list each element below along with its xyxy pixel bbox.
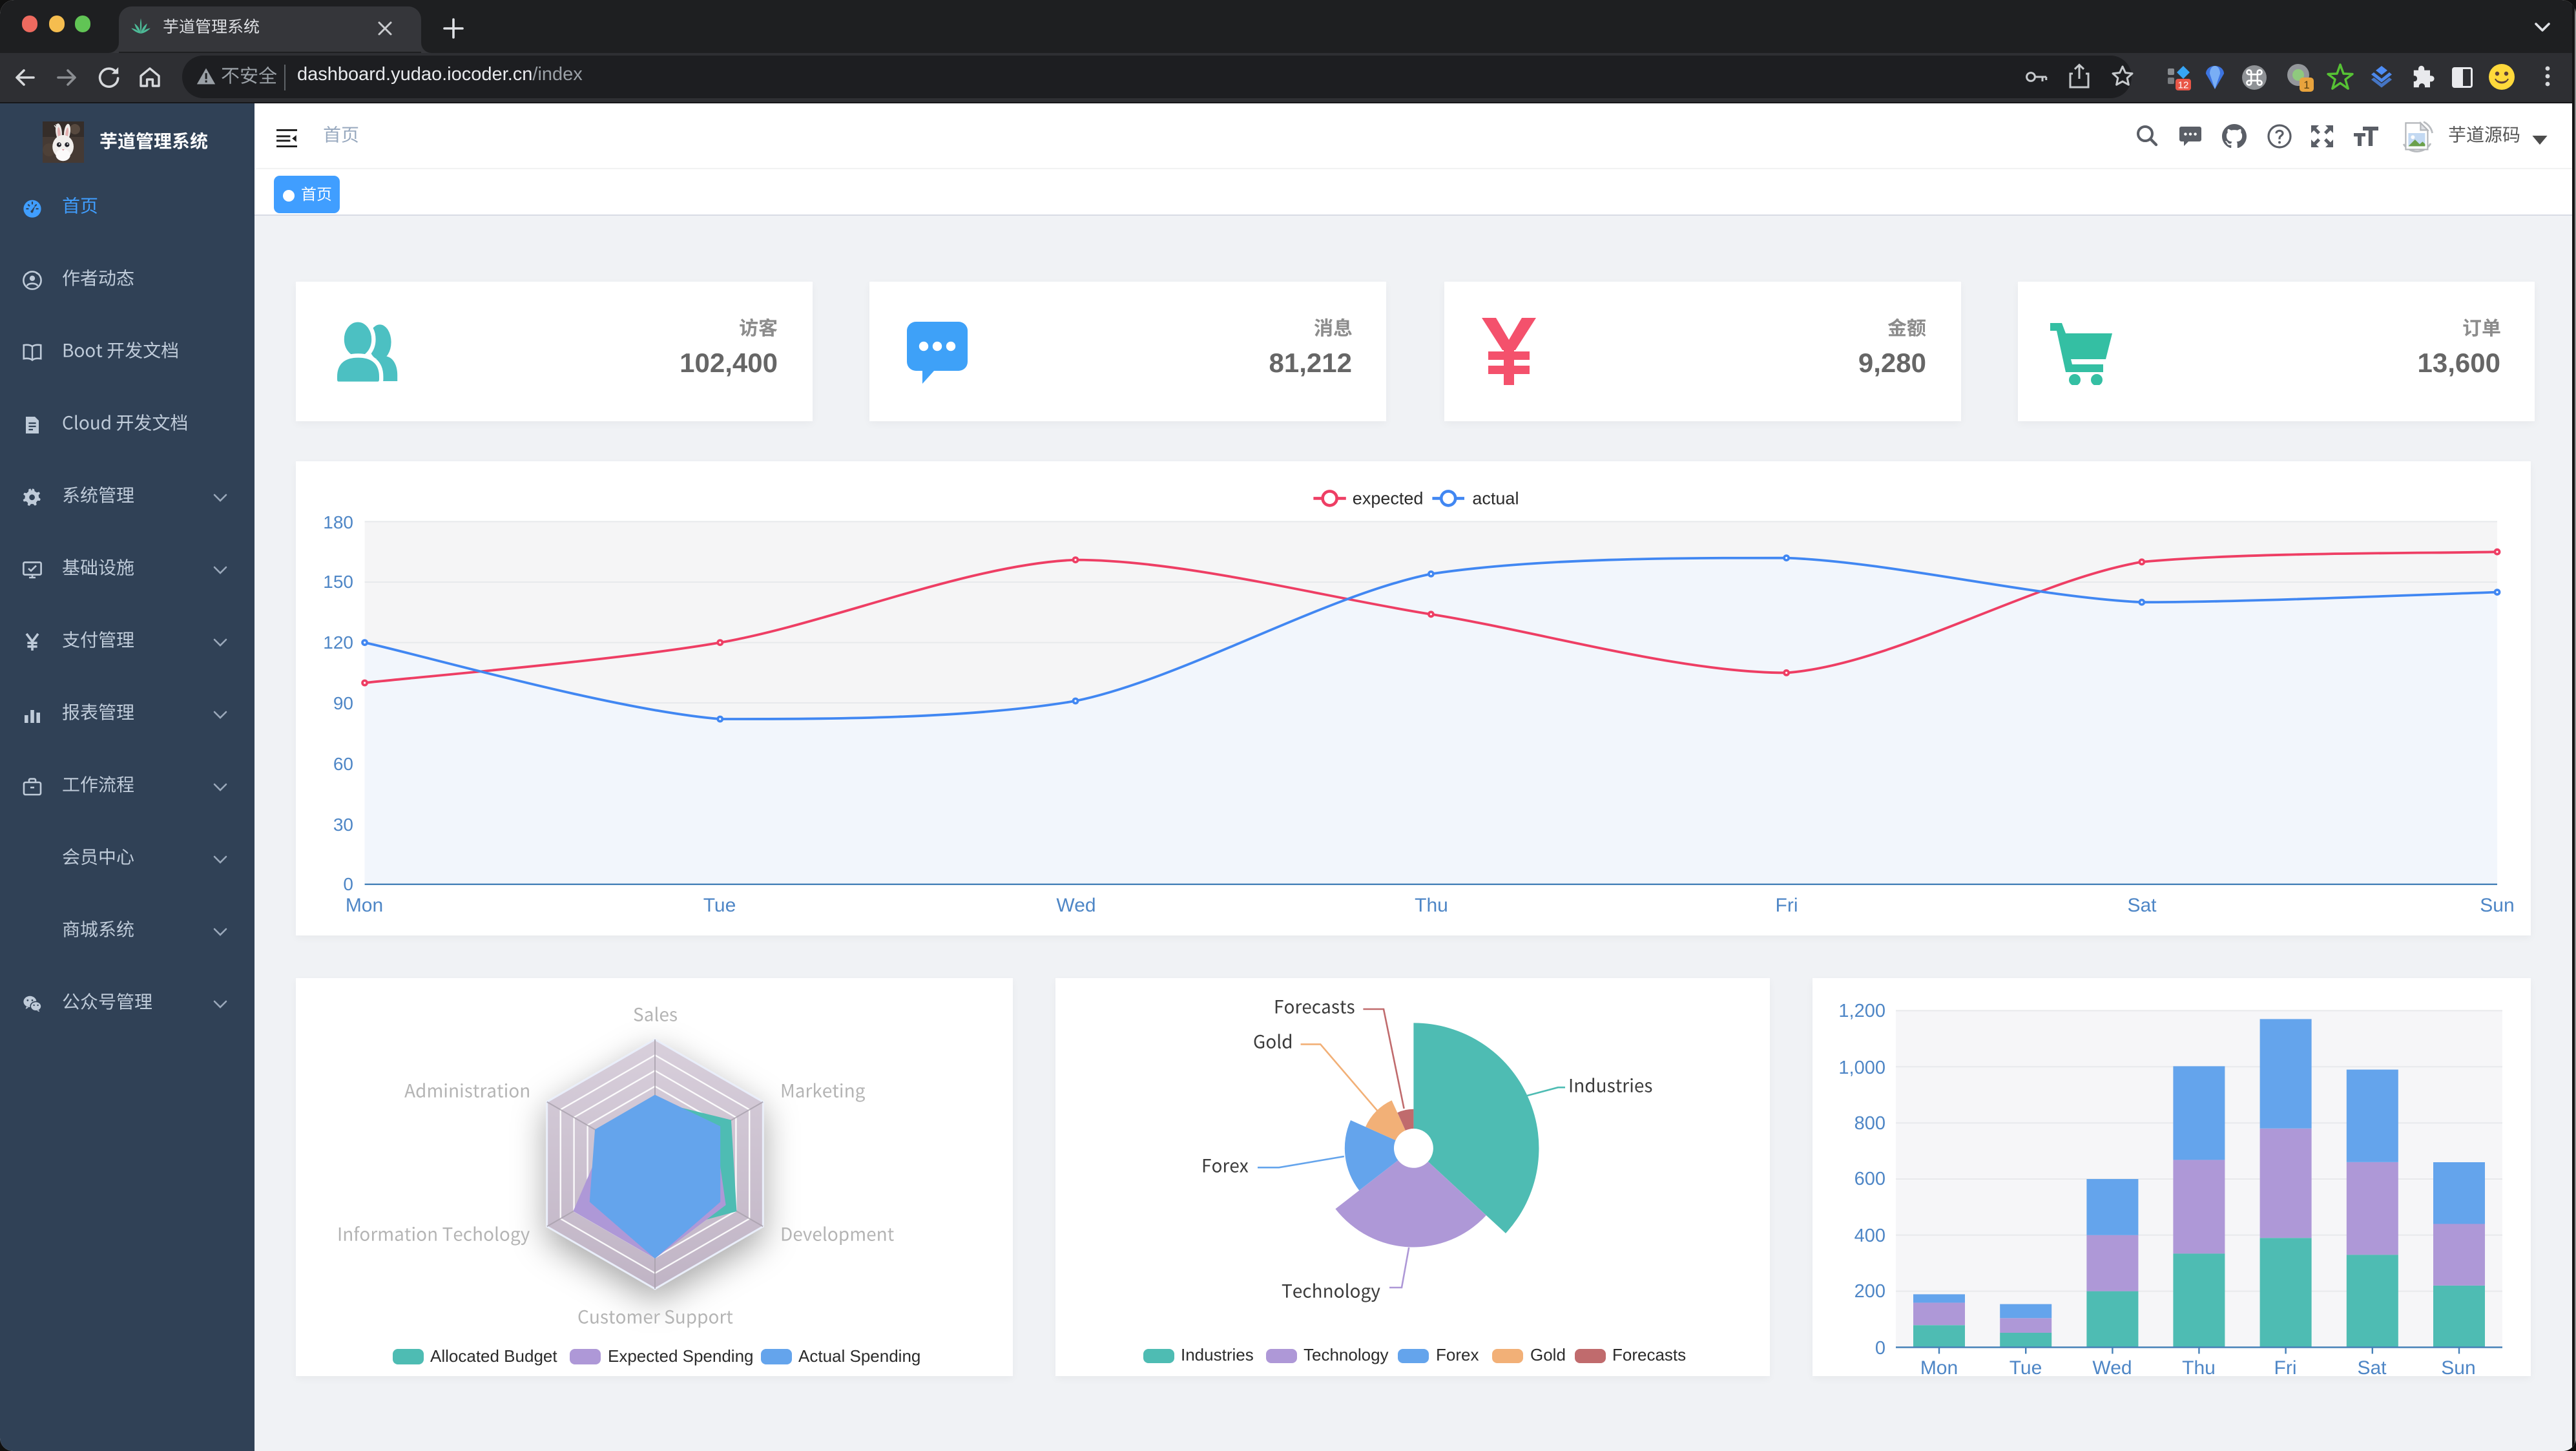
svg-text:Tue: Tue [703,895,736,916]
svg-text:0: 0 [1875,1338,1885,1359]
svg-text:800: 800 [1854,1113,1885,1134]
svg-text:180: 180 [323,512,353,532]
svg-text:120: 120 [323,632,353,652]
svg-text:200: 200 [1854,1281,1885,1302]
svg-text:Tue: Tue [2010,1357,2042,1379]
svg-text:Sun: Sun [2480,895,2514,916]
svg-text:Fri: Fri [2274,1357,2297,1379]
svg-text:Fri: Fri [1776,895,1798,916]
svg-text:1: 1 [2303,79,2309,91]
svg-text:400: 400 [1854,1226,1885,1246]
svg-text:Sat: Sat [2357,1357,2387,1379]
svg-text:60: 60 [333,754,353,774]
svg-text:Thu: Thu [2182,1357,2216,1379]
svg-text:30: 30 [333,815,353,835]
svg-text:Mon: Mon [346,895,383,916]
svg-text:150: 150 [323,572,353,592]
svg-text:Wed: Wed [1056,895,1096,916]
svg-text:Thu: Thu [1415,895,1448,916]
svg-text:Wed: Wed [2092,1357,2132,1379]
svg-text:actual: actual [1472,489,1519,508]
svg-text:1,200: 1,200 [1838,1001,1885,1021]
svg-text:12: 12 [2178,79,2189,90]
svg-text:1,000: 1,000 [1838,1058,1885,1078]
svg-text:Sun: Sun [2441,1357,2475,1379]
svg-text:90: 90 [333,693,353,713]
svg-text:expected: expected [1353,489,1424,508]
svg-text:Sat: Sat [2127,895,2157,916]
svg-text:0: 0 [343,874,353,894]
svg-text:Mon: Mon [1920,1357,1958,1379]
svg-text:600: 600 [1854,1169,1885,1189]
